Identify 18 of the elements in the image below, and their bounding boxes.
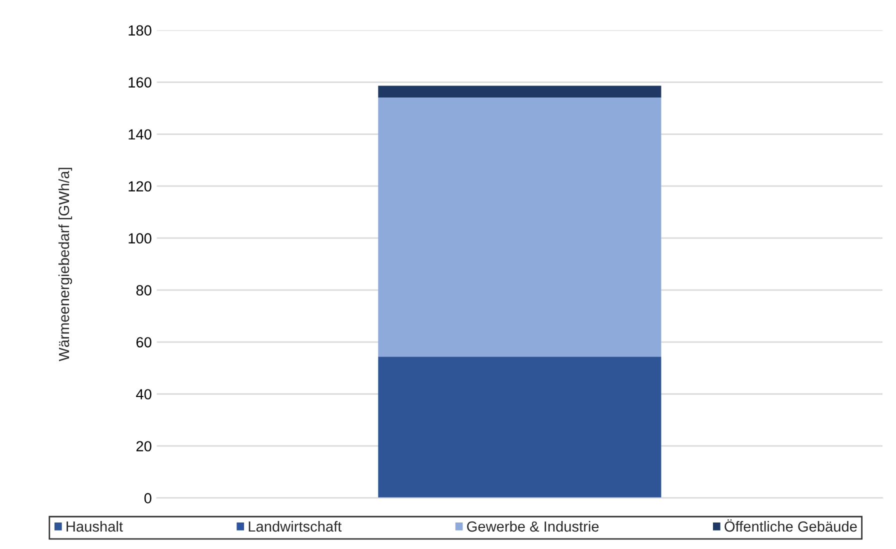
legend-label: Haushalt: [66, 520, 123, 532]
y-tick-label: 20: [136, 441, 152, 452]
y-axis-title: Wärmeenergiebedarf [GWh/a]: [58, 168, 72, 362]
y-tick-label: 140: [128, 129, 152, 140]
y-tick-label: 40: [136, 389, 152, 400]
y-tick-label: 180: [128, 25, 152, 36]
bar: [378, 356, 662, 498]
legend-label: Öffentliche Gebäude: [724, 519, 857, 532]
y-tick-label: 0: [144, 493, 152, 504]
bar: [378, 98, 662, 357]
y-tick-label: 60: [136, 337, 152, 348]
y-tick-label: 160: [128, 77, 152, 88]
y-tick-label: 120: [128, 181, 152, 192]
legend-label: Landwirtschaft: [248, 520, 342, 532]
y-tick-label: 100: [128, 233, 152, 244]
legend-label: Gewerbe & Industrie: [467, 520, 599, 532]
bar: [378, 86, 662, 98]
y-tick-label: 80: [136, 285, 152, 296]
